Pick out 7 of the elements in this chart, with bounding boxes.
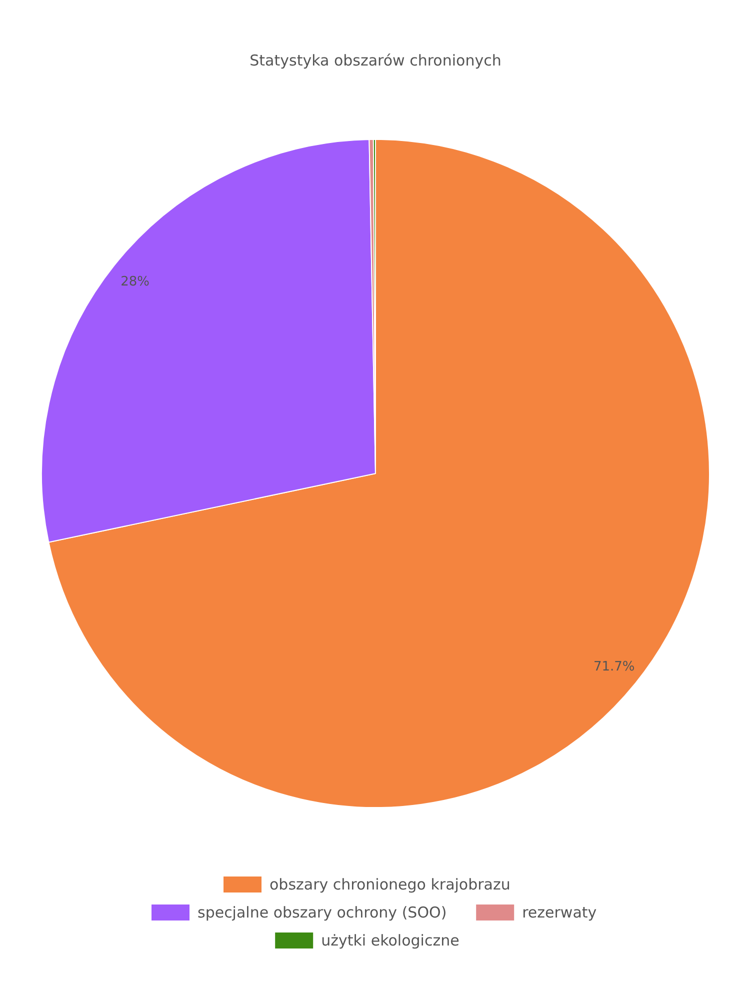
legend-label: rezerwaty [522,904,597,922]
chart-title: Statystyka obszarów chronionych [250,52,502,70]
legend-label: użytki ekologiczne [321,932,460,950]
data-label: 71.7% [593,660,635,675]
legend-label: obszary chronionego krajobrazu [270,876,510,894]
data-label: 28% [120,274,150,290]
legend-label: specjalne obszary ochrony (SOO) [198,904,447,922]
